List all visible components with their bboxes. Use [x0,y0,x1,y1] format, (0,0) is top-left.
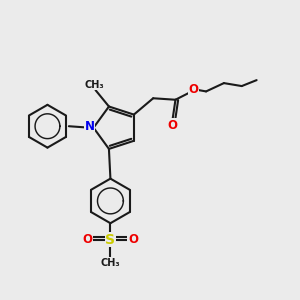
Text: N: N [85,120,95,133]
Text: O: O [167,119,177,132]
Text: O: O [128,233,138,246]
Text: S: S [105,232,116,247]
Text: CH₃: CH₃ [100,258,120,268]
Text: CH₃: CH₃ [84,80,104,90]
Text: O: O [83,233,93,246]
Text: O: O [188,82,198,95]
